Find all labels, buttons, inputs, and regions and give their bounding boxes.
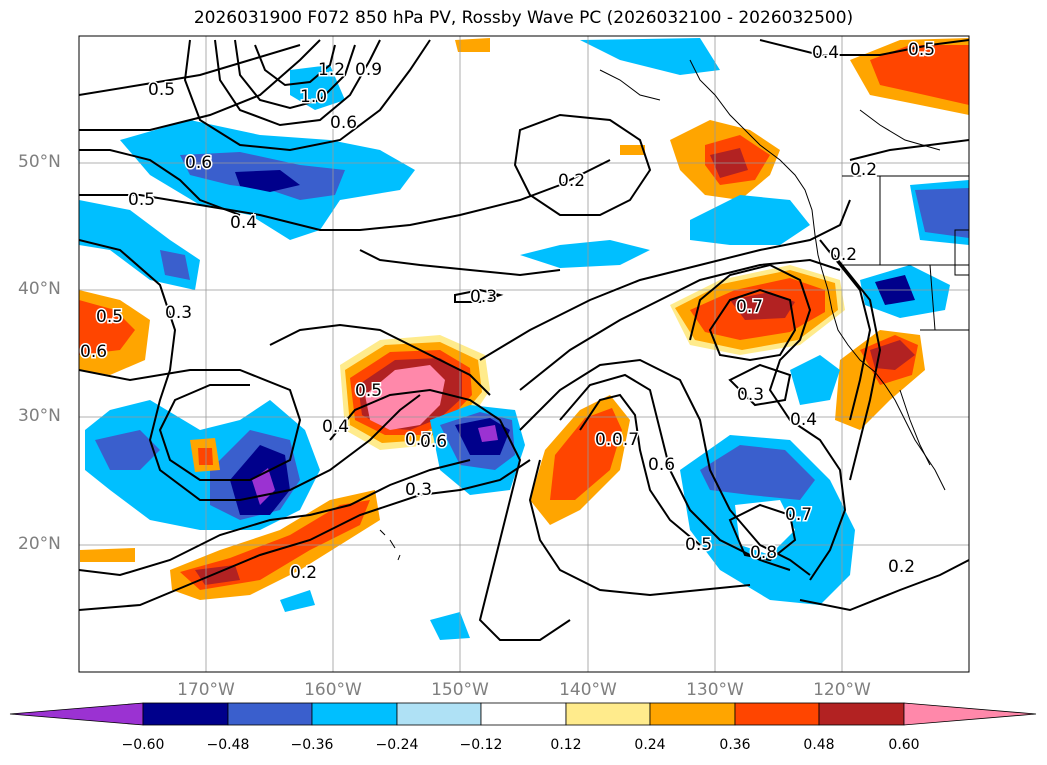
negative-anomaly	[520, 240, 650, 268]
contour-label: 0.6	[420, 432, 447, 452]
negative-anomaly	[915, 188, 969, 238]
pv-contours	[79, 39, 969, 641]
positive-anomaly	[620, 145, 645, 155]
negative-anomaly	[430, 612, 470, 640]
lon-label: 120°W	[813, 680, 871, 700]
contour-label: 1.2	[318, 60, 345, 80]
contour-label: 0.2	[290, 563, 317, 583]
contour-label: 0.3	[165, 303, 192, 323]
lon-label: 170°W	[177, 680, 235, 700]
positive-anomaly	[550, 408, 622, 500]
colorbar-tick: 0.12	[550, 737, 582, 753]
colorbar-bin	[142, 702, 229, 726]
colorbar-bin	[734, 702, 820, 726]
contour-label: 0.5	[685, 535, 712, 555]
contour-label: 0.4	[812, 43, 839, 63]
contour-label: 0.4	[230, 213, 257, 233]
colorbar-tick: −0.12	[459, 737, 503, 753]
negative-anomaly	[478, 425, 498, 442]
contour-label: 0.5	[355, 381, 382, 401]
contour-label: 0.7	[612, 430, 639, 450]
colorbar	[9, 702, 1037, 726]
contour-label: 0.6	[595, 430, 622, 450]
colorbar-tick: 0.48	[803, 737, 835, 753]
negative-anomaly	[235, 170, 300, 192]
contour-labels: 1.2 0.9 1.0 0.6 0.5 0.6 0.5 0.4 0.2 0.3 …	[79, 39, 937, 585]
lat-label: 50°N	[18, 152, 61, 172]
positive-anomaly	[80, 548, 135, 562]
contour-label: 0.7	[736, 297, 763, 317]
negative-anomaly	[700, 445, 815, 500]
positive-anomaly	[870, 45, 969, 105]
positive-anomaly	[365, 365, 445, 430]
colorbar-tick: −0.36	[290, 737, 334, 753]
colorbar-tick: −0.60	[121, 737, 165, 753]
contour-label: 0.6	[185, 153, 212, 173]
colorbar-bin	[311, 702, 398, 726]
lon-label: 160°W	[304, 680, 362, 700]
contour-label: 0.7	[785, 505, 812, 525]
contour-label: 0.2	[558, 171, 585, 191]
contour-label: 0.9	[355, 60, 382, 80]
positive-anomaly	[455, 38, 490, 52]
colorbar-extend-high	[903, 702, 1037, 726]
contour-label: 0.5	[148, 80, 175, 100]
colorbar-tick: 0.36	[719, 737, 751, 753]
contour-label: 0.2	[850, 160, 877, 180]
contour-label: 0.4	[322, 417, 349, 437]
positive-anomaly	[730, 292, 795, 320]
map-title: 2026031900 F072 850 hPa PV, Rossby Wave …	[193, 8, 854, 28]
negative-anomaly	[290, 65, 345, 110]
colorbar-tick: 0.60	[888, 737, 920, 753]
lat-label: 40°N	[18, 279, 61, 299]
contour-label: 0.5	[908, 40, 935, 60]
colorbar-tick: 0.24	[634, 737, 666, 753]
lon-label: 140°W	[559, 680, 617, 700]
negative-anomaly	[790, 355, 840, 405]
contour-label: 0.6	[648, 455, 675, 475]
map-frame	[78, 35, 970, 673]
contour-label: 0.6	[80, 342, 107, 362]
contour-label: 0.2	[888, 557, 915, 577]
contour-label: 1.0	[300, 87, 327, 107]
positive-anomaly	[198, 448, 213, 465]
contour-label: 0.3	[737, 385, 764, 405]
negative-anomaly	[735, 500, 795, 555]
negative-anomaly	[160, 250, 190, 280]
colorbar-tick: −0.24	[375, 737, 419, 753]
contour-label: 0.3	[405, 480, 432, 500]
lon-label: 130°W	[686, 680, 744, 700]
colorbar-bin	[396, 702, 482, 726]
lat-label: 30°N	[18, 406, 61, 426]
contour-label: 0.7	[405, 430, 432, 450]
negative-anomaly	[580, 38, 720, 75]
contour-label: 0.6	[330, 113, 357, 133]
contour-label: 0.8	[750, 543, 777, 563]
contour-label: 0.2	[830, 245, 857, 265]
colorbar-bin	[565, 702, 651, 726]
negative-anomaly	[280, 590, 315, 612]
positive-anomaly	[870, 340, 915, 370]
colorbar-bin	[227, 702, 313, 726]
colorbar-bin	[818, 702, 905, 726]
negative-anomaly	[690, 195, 810, 245]
colorbar-bin	[480, 702, 567, 726]
colorbar-extend-low	[9, 702, 144, 726]
lon-label: 150°W	[431, 680, 489, 700]
positive-anomaly	[79, 300, 135, 355]
contour-label: 0.3	[470, 287, 497, 307]
lat-label: 20°N	[18, 534, 61, 554]
contour-label: 0.5	[96, 307, 123, 327]
colorbar-tick: −0.48	[206, 737, 250, 753]
contour-label: 0.4	[790, 410, 817, 430]
colorbar-bin	[649, 702, 736, 726]
graticule	[79, 36, 969, 672]
contour-label: 0.5	[128, 190, 155, 210]
